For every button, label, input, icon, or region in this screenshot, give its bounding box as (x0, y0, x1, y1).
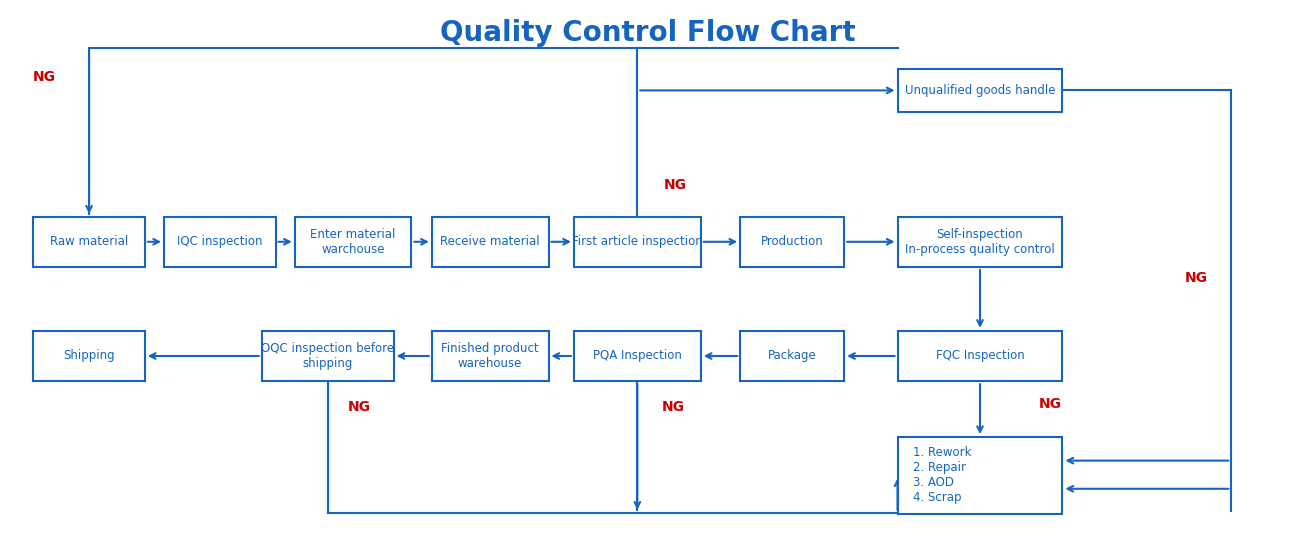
Text: Enter material
warchouse: Enter material warchouse (311, 228, 396, 256)
Text: NG: NG (662, 399, 684, 414)
Text: Production: Production (760, 235, 824, 248)
FancyBboxPatch shape (574, 331, 701, 381)
FancyBboxPatch shape (897, 437, 1062, 514)
FancyBboxPatch shape (741, 217, 844, 267)
Text: NG: NG (1184, 270, 1207, 285)
Text: NG: NG (664, 178, 686, 192)
FancyBboxPatch shape (897, 69, 1062, 112)
FancyBboxPatch shape (897, 217, 1062, 267)
FancyBboxPatch shape (897, 331, 1062, 381)
FancyBboxPatch shape (431, 217, 549, 267)
Text: Self-inspection
In-process quality control: Self-inspection In-process quality contr… (905, 228, 1055, 256)
FancyBboxPatch shape (262, 331, 394, 381)
Text: First article inspection: First article inspection (572, 235, 703, 248)
Text: OQC inspection before
shipping: OQC inspection before shipping (262, 342, 394, 370)
FancyBboxPatch shape (164, 217, 276, 267)
Text: NG: NG (34, 70, 56, 84)
FancyBboxPatch shape (741, 331, 844, 381)
FancyBboxPatch shape (295, 217, 412, 267)
Text: IQC inspection: IQC inspection (177, 235, 263, 248)
FancyBboxPatch shape (34, 217, 145, 267)
Text: PQA Inspection: PQA Inspection (593, 350, 681, 363)
Text: Package: Package (768, 350, 817, 363)
Text: Raw material: Raw material (51, 235, 128, 248)
Text: Quality Control Flow Chart: Quality Control Flow Chart (440, 18, 855, 47)
FancyBboxPatch shape (574, 217, 701, 267)
Text: 1. Rework
2. Repair
3. AOD
4. Scrap: 1. Rework 2. Repair 3. AOD 4. Scrap (913, 447, 971, 505)
FancyBboxPatch shape (34, 331, 145, 381)
FancyBboxPatch shape (431, 331, 549, 381)
Text: Unqualified goods handle: Unqualified goods handle (905, 84, 1055, 97)
Text: Receive material: Receive material (440, 235, 540, 248)
Text: NG: NG (348, 399, 370, 414)
Text: NG: NG (1039, 397, 1062, 411)
Text: FQC Inspection: FQC Inspection (935, 350, 1024, 363)
Text: Finished product
warehouse: Finished product warehouse (442, 342, 539, 370)
Text: Shipping: Shipping (63, 350, 115, 363)
